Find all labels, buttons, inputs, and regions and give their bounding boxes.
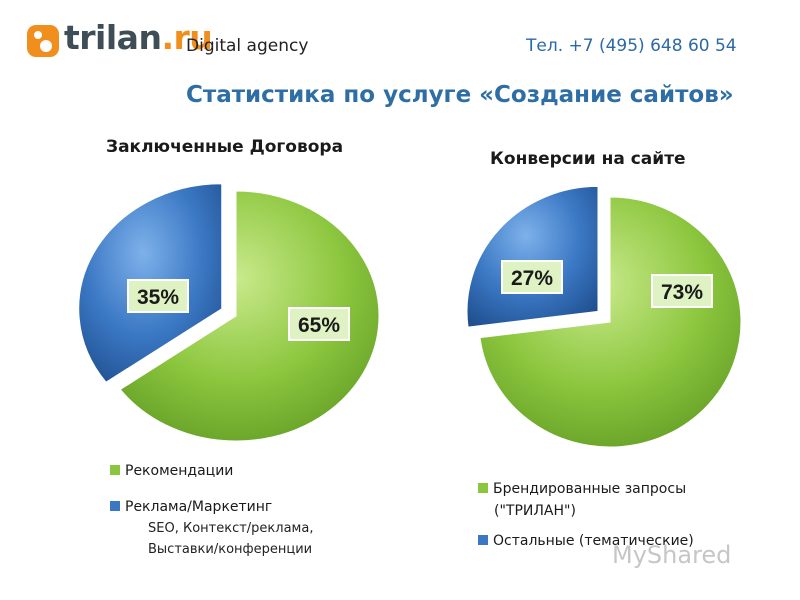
chart1-label-blue: 35%: [127, 279, 189, 313]
chart2-legend-other: Остальные (тематические): [478, 531, 694, 552]
svg-text:73%: 73%: [661, 281, 703, 304]
chart2-label-green: 73%: [651, 274, 713, 308]
legend-swatch-blue: [478, 535, 488, 545]
legend-swatch-blue: [110, 501, 120, 511]
chart1-label-green: 65%: [288, 307, 350, 341]
chart2-slice-other: [466, 185, 599, 328]
tagline: Digital agency: [186, 36, 309, 56]
svg-text:27%: 27%: [511, 267, 553, 290]
chart1-title: Заключенные Договора: [106, 137, 344, 157]
chart2-title: Конверсии на сайте: [490, 149, 686, 169]
svg-text:35%: 35%: [137, 286, 179, 309]
chart2-slice-branded: [479, 196, 742, 448]
page-title: Статистика по услуге «Создание сайтов»: [186, 82, 734, 108]
chart1-legend-advertising: Реклама/Маркетинг: [110, 497, 272, 518]
logo-icon: [26, 24, 60, 58]
watermark: MyShared: [612, 541, 732, 569]
phone-number: Тел. +7 (495) 648 60 54: [526, 36, 737, 56]
chart2-legend-branded: Брендированные запросы: [478, 479, 686, 500]
chart2-label-blue: 27%: [501, 260, 563, 294]
chart2-legend-branded-line2: ("ТРИЛАН"): [494, 503, 576, 519]
chart1-slice-recommendations: [119, 190, 380, 442]
legend-swatch-green: [110, 465, 120, 475]
chart1-legend-note-line2: Выставки/конференции: [148, 542, 313, 557]
legend-swatch-green: [478, 483, 488, 493]
chart1-legend-recommendations: Рекомендации: [110, 461, 233, 482]
chart1-legend-note-line1: SEO, Контекст/реклама,: [148, 521, 314, 536]
svg-text:65%: 65%: [298, 314, 340, 337]
logo-text: trilan.ru: [64, 18, 213, 57]
